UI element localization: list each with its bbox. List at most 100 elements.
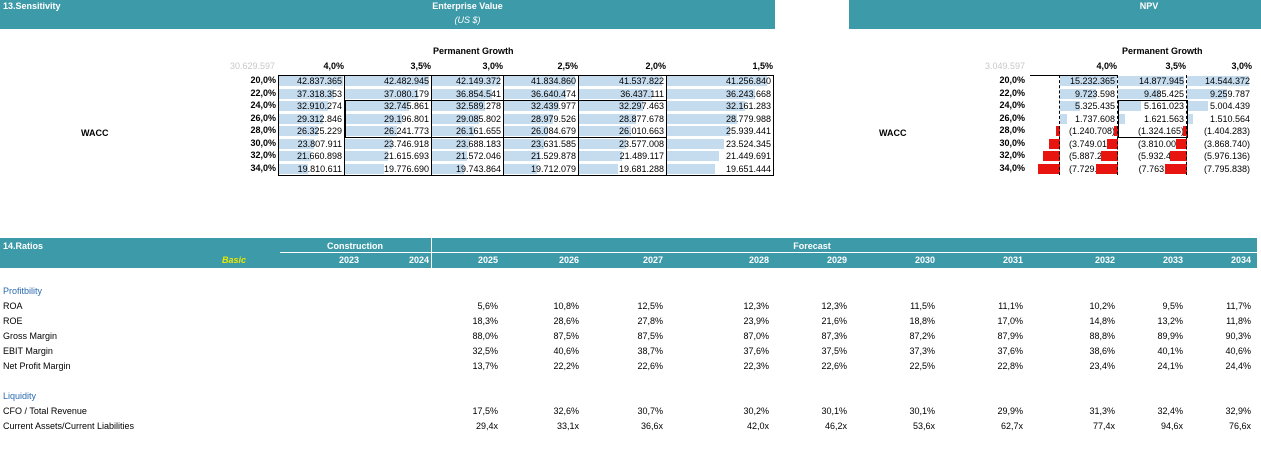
ev-cell: 29.312.846	[296, 113, 342, 124]
ev-data-bar	[667, 151, 719, 161]
ev-cell: 26.010.663	[618, 126, 664, 136]
ev-cell: 37.318.353	[296, 88, 342, 99]
ev-data-bar	[667, 126, 730, 136]
ev-cell: 25.939.441	[725, 126, 771, 136]
forecast-year-header: 2034	[1230, 255, 1251, 265]
ev-data-bar	[579, 88, 652, 99]
ratio-value: 22,3%	[743, 361, 769, 371]
ratio-value: 87,3%	[821, 331, 847, 341]
ratio-value: 42,0x	[746, 421, 769, 431]
ratio-value: 88,8%	[1089, 331, 1115, 341]
ratio-value: 94,6x	[1160, 421, 1183, 431]
ev-data-bar	[579, 163, 618, 174]
ratio-value: 24,4%	[1225, 361, 1251, 371]
ratio-value: 13,7%	[472, 361, 498, 371]
ratio-row-label: ROA	[3, 301, 23, 311]
ev-cell: 23.688.183	[455, 138, 501, 149]
npv-data-bar	[1060, 88, 1096, 99]
ev-cell: 26.241.773	[383, 126, 429, 136]
ratio-row-label: ROE	[3, 316, 23, 326]
forecast-year-header: 2030	[914, 255, 935, 265]
ev-cell: 32.910.274	[296, 101, 342, 111]
ev-growth-header: 3,5%	[410, 61, 431, 71]
ev-top-border	[278, 75, 774, 76]
ev-cell: 42.482.945	[383, 76, 429, 86]
ev-data-bar	[667, 138, 724, 149]
ratio-value: 87,0%	[743, 331, 769, 341]
ratio-value: 37,5%	[821, 346, 847, 356]
ev-cell: 36.854.541	[455, 88, 501, 99]
ev-col-divider	[278, 75, 279, 175]
forecast-year-header: 2028	[748, 255, 769, 265]
ev-growth-header: 4,0%	[323, 61, 344, 71]
npv-wacc-row-label: 28,0%	[999, 125, 1025, 135]
ratio-row-label: Gross Margin	[3, 331, 58, 341]
npv-data-bar	[1118, 113, 1125, 124]
ev-cell: 32.161.283	[725, 101, 771, 111]
ratio-value: 22,5%	[909, 361, 935, 371]
ev-data-bar	[432, 151, 467, 161]
npv-wacc-row-label: 20,0%	[999, 75, 1025, 85]
ev-highlight-box	[345, 100, 667, 138]
ev-data-bar	[504, 76, 575, 86]
npv-negative-bar	[1056, 126, 1060, 136]
ev-data-bar	[667, 76, 767, 86]
ev-cell: 32.439.977	[530, 101, 576, 111]
ev-data-bar	[345, 101, 409, 111]
ev-wacc-row-label: 24,0%	[250, 100, 276, 110]
ratio-value: 30,2%	[743, 406, 769, 416]
ratio-value: 30,1%	[821, 406, 847, 416]
ratio-value: 76,6x	[1228, 421, 1251, 431]
forecast-year-header: 2032	[1094, 255, 1115, 265]
ev-cell: 19.743.864	[455, 163, 501, 174]
npv-data-bar	[1118, 88, 1160, 99]
ev-cell: 21.572.046	[455, 151, 501, 161]
ratio-value: 88,0%	[472, 331, 498, 341]
ratio-value: 46,2x	[824, 421, 847, 431]
ratio-value: 11,7%	[1226, 301, 1251, 311]
npv-negative-bar	[1107, 138, 1118, 149]
ev-data-bar	[504, 113, 553, 124]
ev-data-bar	[432, 163, 464, 174]
ev-data-bar	[432, 88, 492, 99]
ratio-value: 12,5%	[637, 301, 663, 311]
ratio-value: 40,6%	[1225, 346, 1251, 356]
ev-wacc-row-label: 32,0%	[250, 150, 276, 160]
ratio-value: 12,3%	[743, 301, 769, 311]
ev-data-bar	[345, 126, 397, 136]
ratio-value: 27,8%	[637, 316, 663, 326]
ratio-value: 87,5%	[637, 331, 663, 341]
ev-wacc-label: WACC	[81, 128, 109, 138]
npv-axis-line	[1186, 75, 1187, 175]
ev-col-divider	[578, 75, 579, 175]
ratio-value: 36,6x	[640, 421, 663, 431]
ev-cell: 32.745.861	[383, 101, 429, 111]
npv-data-bar	[1060, 113, 1067, 124]
ratio-value: 32,9%	[1225, 406, 1251, 416]
ev-cell: 19.776.690	[383, 163, 429, 174]
npv-cell: (5.932.489)	[1137, 151, 1184, 161]
ev-cell: 21.489.117	[619, 151, 664, 161]
ev-cell: 23.807.911	[297, 138, 342, 149]
npv-cell: (1.240.708)	[1068, 126, 1115, 136]
npv-data-bar	[1187, 101, 1208, 111]
ratio-value: 38,7%	[637, 346, 663, 356]
ratio-value: 29,4x	[475, 421, 498, 431]
npv-cell: 14.877.945	[1138, 76, 1184, 86]
npv-wacc-row-label: 30,0%	[999, 137, 1025, 148]
npv-cell: (3.868.740)	[1203, 138, 1250, 149]
ev-data-bar	[667, 163, 715, 174]
ratios-section-title: 14.Ratios	[3, 241, 44, 251]
ev-data-bar	[667, 113, 737, 124]
forecast-year-header: 2027	[642, 255, 663, 265]
ev-data-bar	[345, 151, 388, 161]
ev-data-bar	[579, 138, 626, 149]
npv-negative-bar	[1096, 163, 1118, 174]
ev-data-bar	[345, 88, 418, 99]
npv-cell: 9.259.787	[1209, 88, 1250, 99]
npv-permanent-growth-label: Permanent Growth	[1122, 46, 1203, 56]
ev-cell: 23.524.345	[725, 138, 771, 149]
ev-data-bar	[279, 101, 328, 111]
ev-cell: 36.243.668	[725, 88, 771, 99]
forecast-year-header: 2025	[477, 255, 498, 265]
